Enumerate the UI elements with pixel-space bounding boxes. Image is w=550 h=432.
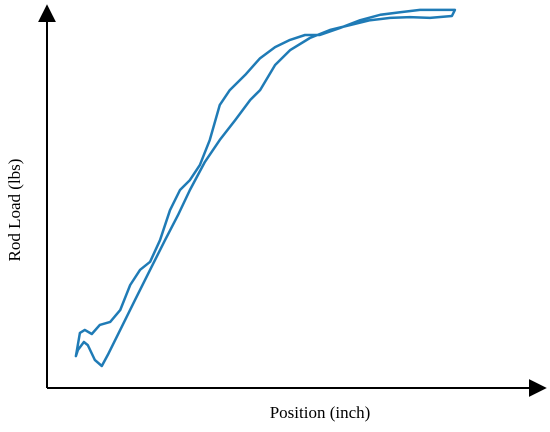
data-line xyxy=(74,8,457,368)
y-axis-label: Rod Load (lbs) xyxy=(5,159,24,262)
x-axis-label: Position (inch) xyxy=(270,403,371,422)
